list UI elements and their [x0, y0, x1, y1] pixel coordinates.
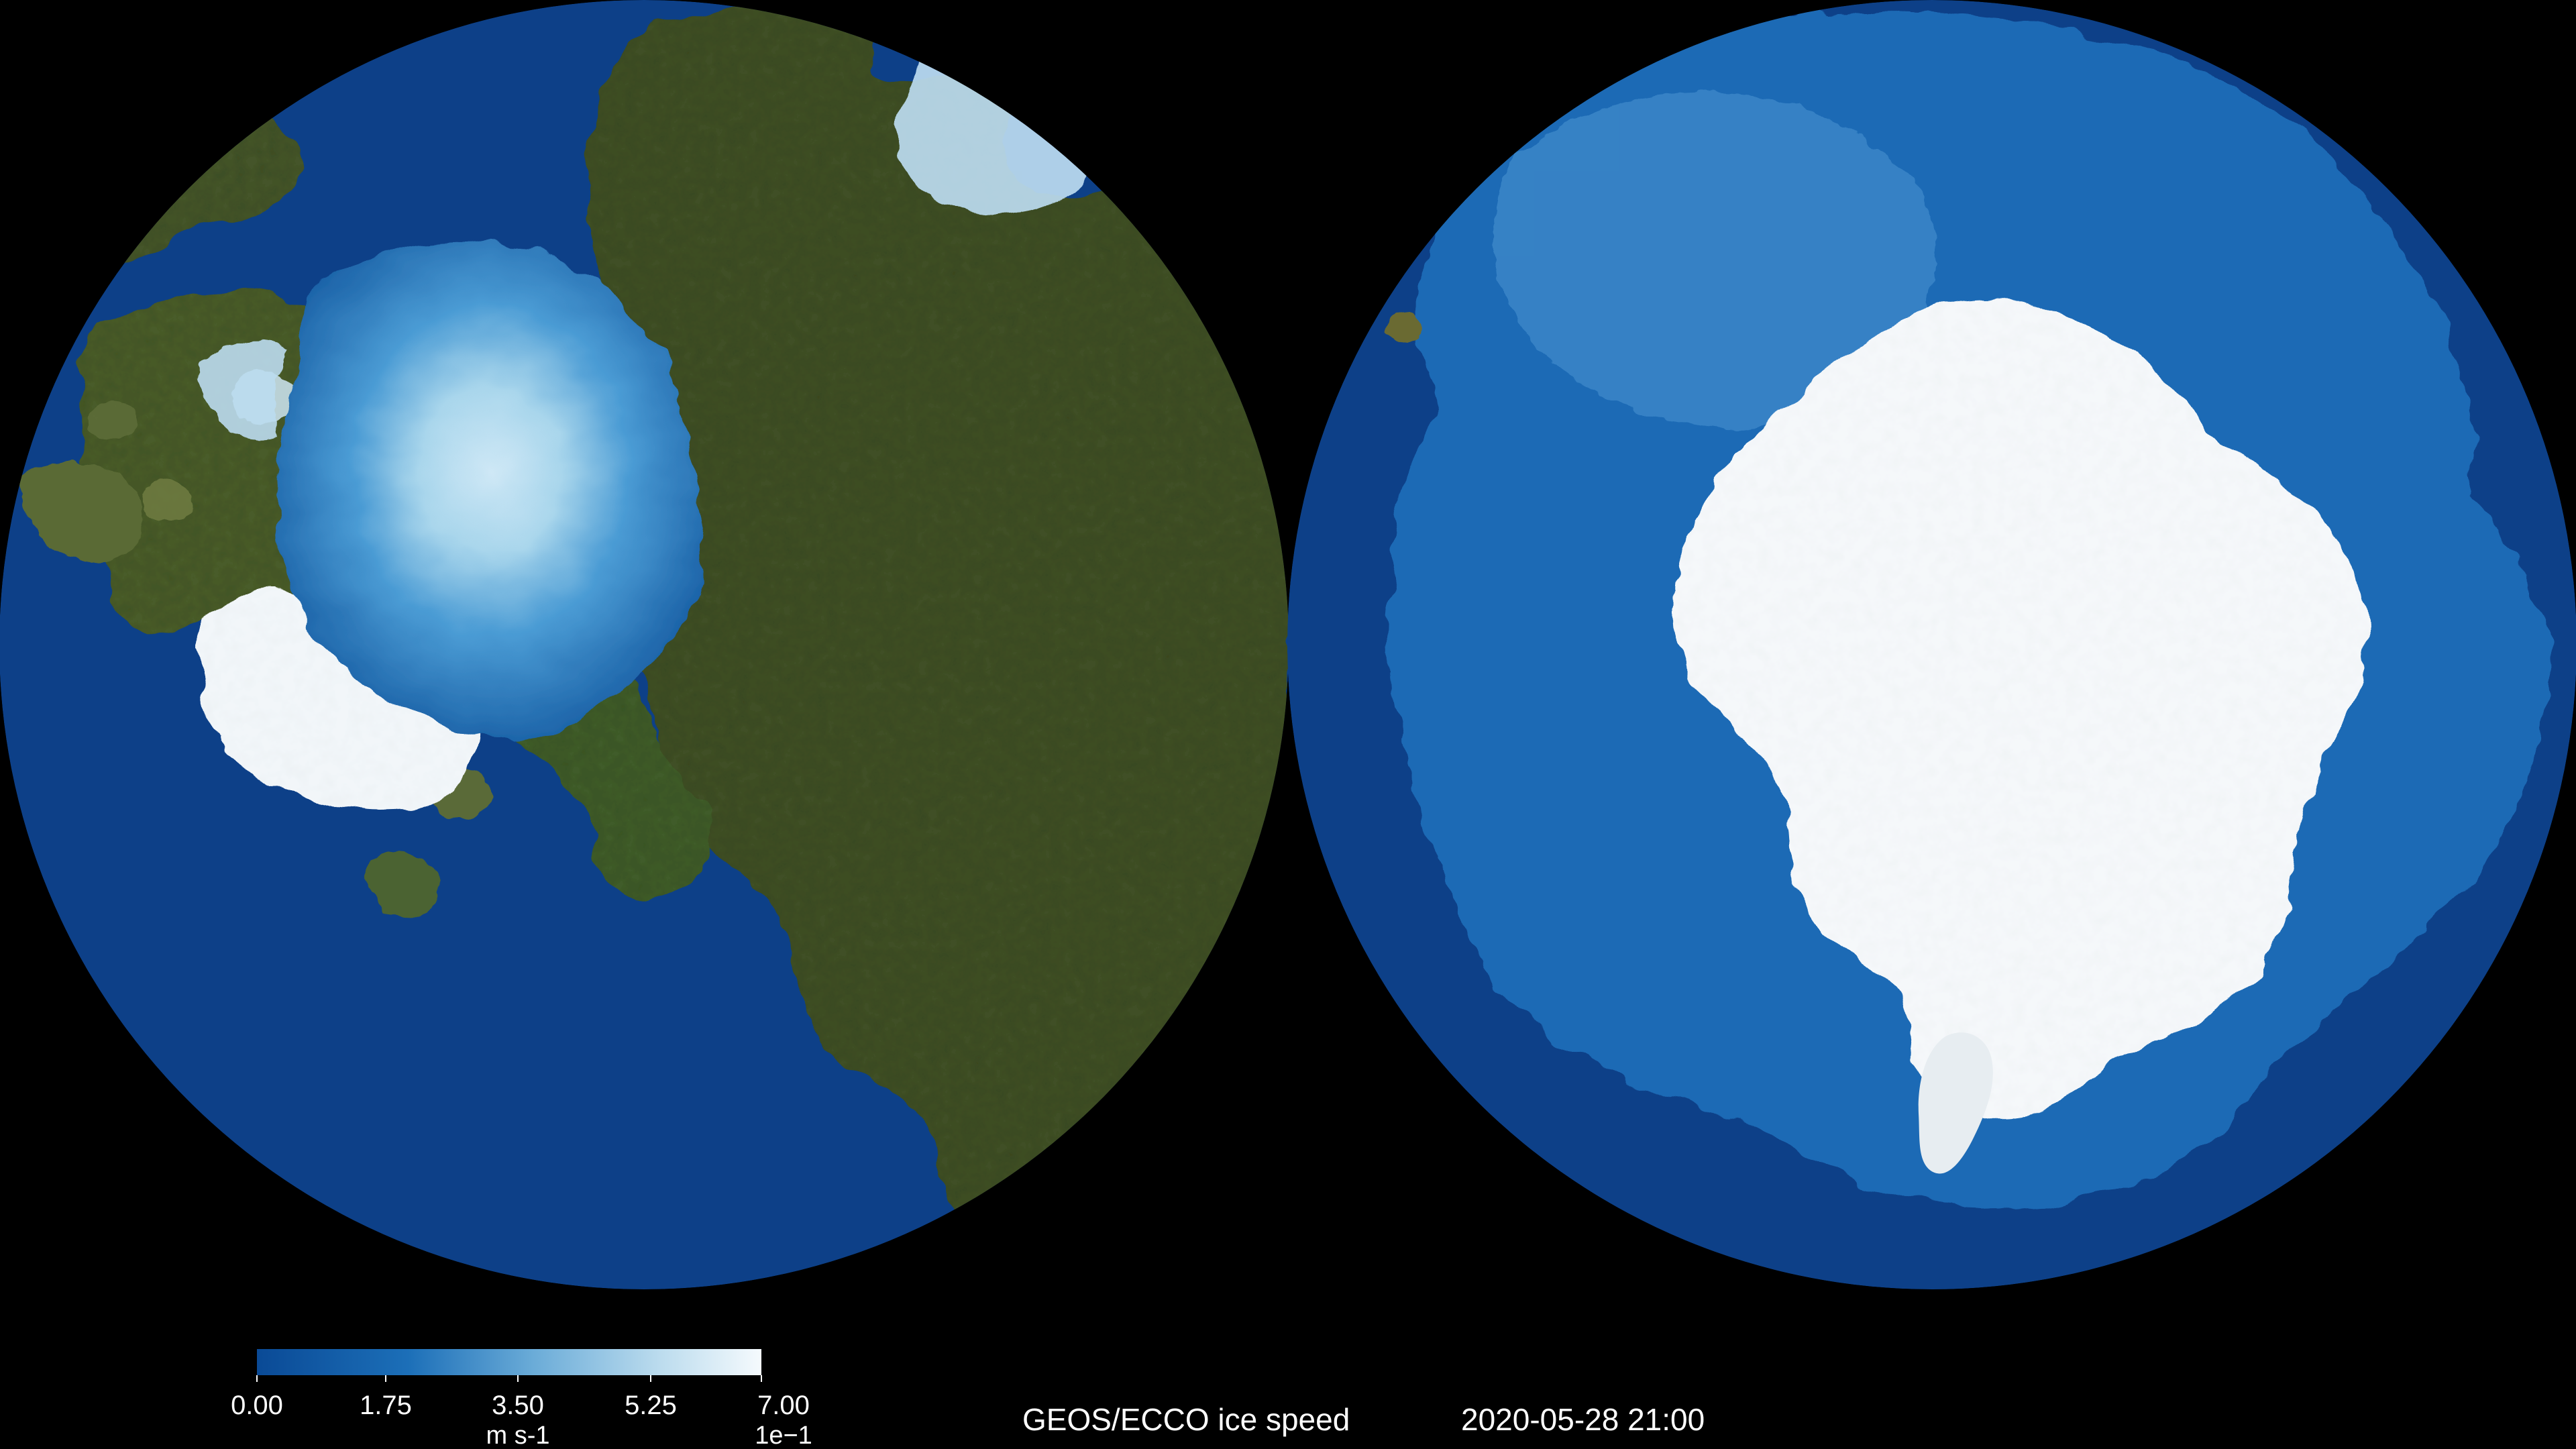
svg-text:GEOS/ECCO ice speed: GEOS/ECCO ice speed — [1022, 1402, 1350, 1437]
svg-text:5.25: 5.25 — [625, 1391, 677, 1420]
svg-text:1e−1: 1e−1 — [755, 1421, 812, 1449]
svg-text:m s-1: m s-1 — [486, 1421, 550, 1449]
svg-text:0.00: 0.00 — [231, 1391, 283, 1420]
svg-text:7.00: 7.00 — [757, 1391, 810, 1420]
svg-text:1.75: 1.75 — [360, 1391, 412, 1420]
svg-text:3.50: 3.50 — [492, 1391, 544, 1420]
svg-text:2020-05-28 21:00: 2020-05-28 21:00 — [1461, 1402, 1705, 1437]
